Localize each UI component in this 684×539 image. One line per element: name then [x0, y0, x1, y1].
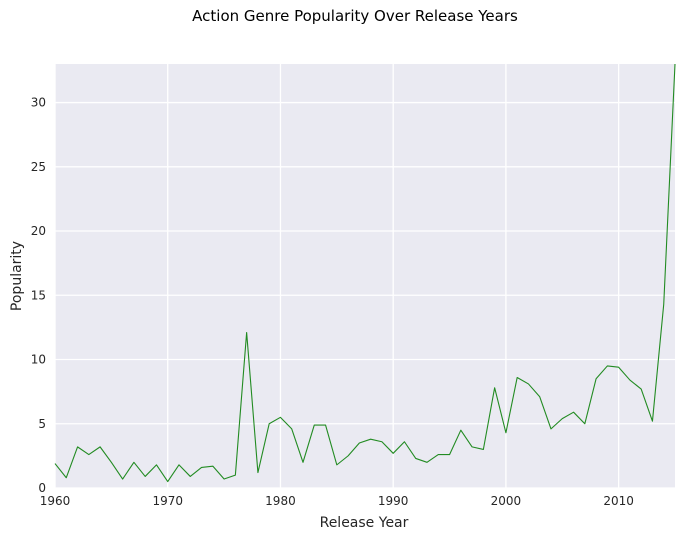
y-tick-label: 15 — [31, 288, 46, 302]
x-tick-label: 2010 — [603, 494, 634, 508]
series-line — [54, 63, 676, 483]
plot-area — [55, 64, 675, 488]
y-tick-label: 0 — [38, 481, 46, 495]
x-axis-label: Release Year — [320, 515, 409, 531]
x-tick-label: 1990 — [378, 494, 409, 508]
series-layer — [54, 63, 676, 483]
x-tick-label: 1970 — [152, 494, 183, 508]
y-tick-label: 20 — [31, 224, 46, 238]
grid-lines — [54, 64, 675, 489]
y-axis-label: Popularity — [9, 241, 25, 311]
y-tick-label: 5 — [38, 417, 46, 431]
x-axis-ticks: 1960 1970 1980 1990 2000 2010 — [40, 494, 634, 508]
y-axis-ticks: 0 5 10 15 20 25 30 — [31, 96, 46, 495]
x-tick-label: 2000 — [491, 494, 522, 508]
x-tick-label: 1960 — [40, 494, 71, 508]
y-tick-label: 30 — [31, 96, 46, 110]
x-tick-label: 1980 — [265, 494, 296, 508]
chart-title: Action Genre Popularity Over Release Yea… — [192, 7, 518, 25]
y-tick-label: 10 — [31, 353, 46, 367]
y-tick-label: 25 — [31, 160, 46, 174]
